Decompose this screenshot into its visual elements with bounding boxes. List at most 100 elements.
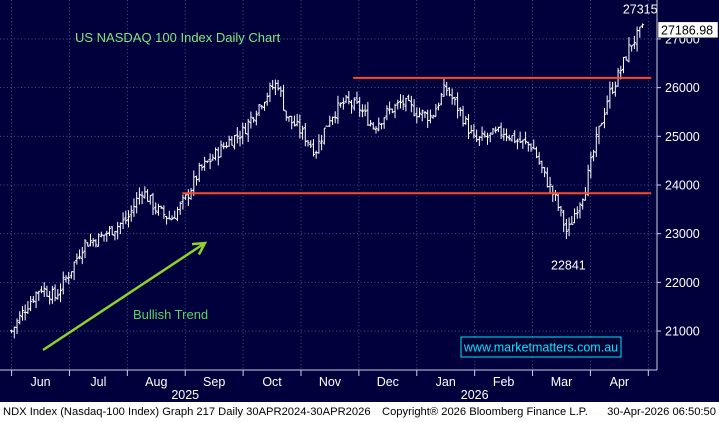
ohlc-bar <box>162 205 166 219</box>
x-tick-label: Oct <box>262 375 282 389</box>
ohlc-bar <box>523 131 528 145</box>
ohlc-bar <box>241 122 245 145</box>
x-tick-label: Nov <box>319 375 342 389</box>
ohlc-bar <box>388 101 392 115</box>
footer-copyright: Copyright® 2026 Bloomberg Finance L.P. <box>382 406 588 418</box>
ohlc-bar <box>488 132 492 143</box>
ohlc-bar <box>608 81 612 109</box>
ohlc-bar <box>330 116 335 125</box>
x-tick-label: Sep <box>203 375 225 389</box>
ohlc-bar <box>352 97 356 111</box>
ohlc-bar <box>50 285 54 304</box>
ohlc-bar <box>349 99 354 114</box>
ohlc-bar <box>227 135 231 147</box>
ohlc-bar <box>140 191 144 205</box>
ohlc-bar <box>121 212 125 230</box>
ohlc-bar <box>450 88 454 105</box>
ohlc-bar <box>238 130 242 147</box>
trend-arrow-shaft <box>42 241 206 352</box>
ohlc-bar <box>186 189 190 206</box>
watermark: www.marketmatters.com.au <box>460 336 622 358</box>
ohlc-bar <box>12 326 16 339</box>
ohlc-bar <box>232 134 237 150</box>
y-tick-label: 21000 <box>665 325 700 339</box>
x-tick-label: Jul <box>90 375 106 389</box>
ohlc-bar <box>581 198 585 210</box>
ohlc-bar <box>453 96 457 106</box>
ohlc-bar <box>260 104 264 110</box>
ohlc-bar <box>575 206 579 219</box>
ohlc-bar <box>156 203 161 216</box>
ohlc-bar <box>396 99 400 110</box>
ohlc-bar <box>377 117 381 132</box>
ohlc-bar <box>135 192 139 214</box>
ohlc-bar <box>393 103 397 119</box>
ohlc-bar <box>401 95 405 110</box>
ohlc-bar <box>15 318 19 335</box>
peak-annotation: 27315 <box>623 3 658 17</box>
trend-arrow-head <box>191 241 208 256</box>
footer-bar: NDX Index (Nasdaq-100 Index) Graph 217 D… <box>0 402 719 422</box>
ohlc-bar <box>116 221 120 240</box>
ohlc-bar <box>328 115 332 127</box>
ohlc-bar <box>295 113 299 127</box>
ohlc-bar <box>124 210 128 225</box>
ohlc-bar <box>75 253 79 265</box>
ohlc-bar <box>279 86 283 97</box>
ohlc-bar <box>222 142 226 150</box>
last-price-value: 27186.98 <box>661 23 713 37</box>
ohlc-bar <box>491 127 495 135</box>
ohlc-bar <box>341 97 345 110</box>
ohlc-bar <box>45 285 49 297</box>
ohlc-bar <box>366 101 370 126</box>
ohlc-bar <box>436 102 441 111</box>
ohlc-bar <box>534 146 539 159</box>
ohlc-bar <box>434 103 438 118</box>
ohlc-bar <box>110 226 114 236</box>
ohlc-bar <box>627 37 631 63</box>
ohlc-bar <box>37 290 41 301</box>
ohlc-bar <box>336 95 340 124</box>
ohlc-bar <box>290 115 294 130</box>
ohlc-bar <box>466 114 471 140</box>
ohlc-bar <box>194 175 199 186</box>
trend-arrow <box>42 241 208 352</box>
x-tick-label: Jan <box>436 375 456 389</box>
ohlc-bar <box>589 151 593 179</box>
ohlc-bar <box>230 136 234 146</box>
ohlc-bar <box>632 35 636 50</box>
ohlc-bar <box>602 107 607 129</box>
ohlc-bar <box>412 99 416 117</box>
ohlc-bar <box>570 215 574 225</box>
ohlc-bar <box>630 45 634 52</box>
ohlc-bar <box>181 194 185 210</box>
ohlc-bar <box>159 205 163 209</box>
x-tick-label: Apr <box>610 375 629 389</box>
y-tick-label: 23000 <box>665 227 700 241</box>
ohlc-bar <box>167 210 171 220</box>
ohlc-bar <box>129 205 133 222</box>
ohlc-bar <box>480 126 484 141</box>
ohlc-bar <box>164 215 169 225</box>
ohlc-bar <box>61 271 65 295</box>
ohlc-bar <box>504 128 509 142</box>
ohlc-bar <box>42 282 46 297</box>
ohlc-bar <box>246 118 250 142</box>
ohlc-bar <box>562 209 566 233</box>
ohlc-bar <box>586 164 590 197</box>
ohlc-bar <box>439 92 443 106</box>
ohlc-bar <box>48 290 52 305</box>
ohlc-bar <box>594 126 598 157</box>
x-tick-label: Jun <box>30 375 50 389</box>
ohlc-bar <box>300 125 305 140</box>
ohlc-bar <box>458 107 462 117</box>
ohlc-bar <box>485 132 490 145</box>
low-annotation: 22841 <box>551 258 586 272</box>
ohlc-bar <box>398 94 403 109</box>
ohlc-bar <box>67 271 71 285</box>
ohlc-bar <box>543 166 547 178</box>
ohlc-bar <box>18 311 22 325</box>
x-tick-label: Dec <box>377 375 399 389</box>
ohlc-bar <box>605 95 609 115</box>
